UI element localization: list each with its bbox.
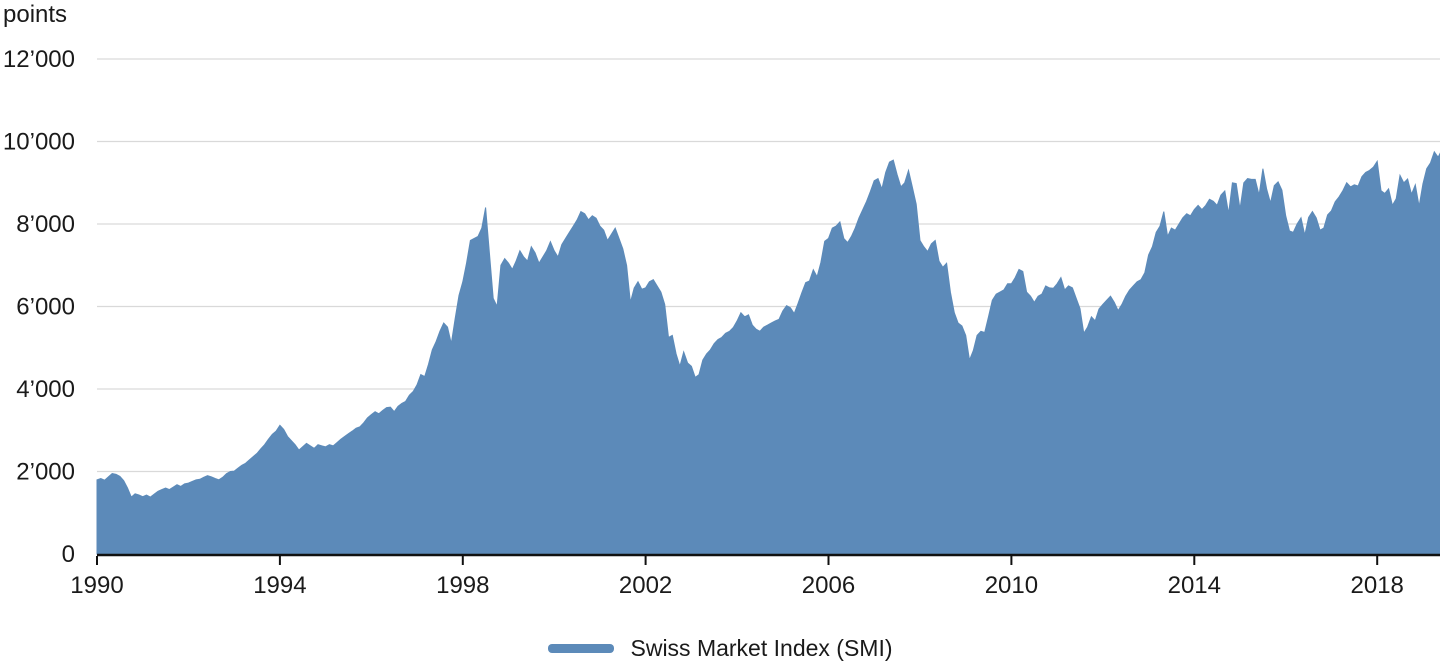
x-tick-label: 1990 (70, 572, 123, 599)
y-tick-label: 4’000 (16, 376, 75, 403)
legend-swatch-smi (547, 643, 614, 653)
y-tick-label: 10’000 (3, 129, 75, 156)
x-tick-label: 2018 (1351, 572, 1404, 599)
x-tick-label: 2002 (619, 572, 672, 599)
x-tick-label: 2006 (802, 572, 855, 599)
x-tick-label: 2010 (985, 572, 1038, 599)
y-tick-label: 8’000 (16, 211, 75, 238)
x-tick-label: 1998 (436, 572, 489, 599)
legend-label-smi: Swiss Market Index (SMI) (630, 634, 893, 661)
x-tick-label: 1994 (253, 572, 306, 599)
y-tick-label: 2’000 (16, 459, 75, 486)
y-tick-label: 6’000 (16, 294, 75, 321)
chart-legend: Swiss Market Index (SMI) (0, 633, 1440, 663)
x-tick-label: 2014 (1168, 572, 1221, 599)
y-tick-label: 12’000 (3, 46, 75, 73)
y-axis-unit-label: points (3, 1, 68, 28)
smi-area-series (96, 150, 1440, 555)
y-tick-label: 0 (62, 541, 75, 568)
